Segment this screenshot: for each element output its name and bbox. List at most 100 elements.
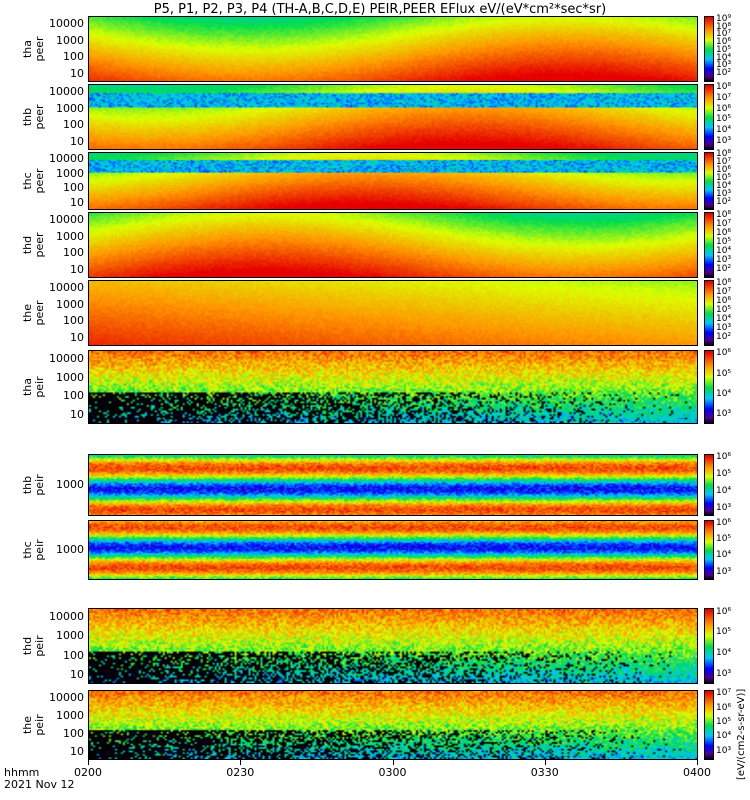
colorbar-tick-label: 10⁷ xyxy=(716,286,732,297)
colorbar xyxy=(704,350,714,424)
colorbar-tick-label: 10⁵ xyxy=(716,534,732,544)
spectrogram-image xyxy=(89,351,697,423)
colorbar-gradient xyxy=(705,281,713,345)
y-tick-label: 1000 xyxy=(56,478,84,491)
colorbar-gradient xyxy=(705,609,713,683)
y-tick-label: 100 xyxy=(63,181,84,195)
colorbar-tick-label: 10⁸ xyxy=(716,209,732,220)
y-tick-label: 10000 xyxy=(49,212,84,226)
y-tick-label: 10 xyxy=(70,744,84,758)
y-tick-label: 10000 xyxy=(49,84,84,98)
colorbar-tick-label: 10⁷ xyxy=(716,157,732,168)
y-tick-label: 10 xyxy=(70,667,84,681)
y-tick-label: 100 xyxy=(63,648,84,662)
colorbar-tick-label: 10⁵ xyxy=(716,468,732,479)
colorbar-tick-label: 10² xyxy=(716,68,732,79)
colorbar-tick-label: 10⁵ xyxy=(716,627,732,638)
y-tick-label: 10000 xyxy=(49,351,84,365)
y-tick-label: 10000 xyxy=(49,691,84,705)
spectrogram-panel-thc-peir xyxy=(88,520,698,580)
spectrogram-image xyxy=(89,455,697,515)
spectrogram-panel-the-peir xyxy=(88,690,698,760)
colorbar-tick-label: 10⁶ xyxy=(716,165,732,176)
colorbar-tick-label: 10⁷ xyxy=(716,29,732,40)
y-tick-label: 10 xyxy=(70,331,84,345)
x-axis-date: 2021 Nov 12 xyxy=(4,778,75,791)
spectrogram-image xyxy=(89,85,697,149)
colorbar-tick-label: 10⁵ xyxy=(716,44,732,55)
spectrogram-image xyxy=(89,213,697,277)
colorbar-tick-label: 10³ xyxy=(716,566,732,577)
colorbar-tick-label: 10³ xyxy=(716,502,732,513)
colorbar-gradient xyxy=(705,85,713,149)
y-tick-label: 10 xyxy=(70,263,84,277)
colorbar-tick-label: 10⁹ xyxy=(716,13,732,24)
y-tick-label: 1000 xyxy=(56,33,84,47)
x-tick-mark xyxy=(544,760,546,765)
x-tick-mark xyxy=(240,760,242,765)
colorbar-tick-label: 10⁶ xyxy=(716,296,732,306)
colorbar-tick-label: 10⁴ xyxy=(716,388,732,399)
y-tick-label: 10 xyxy=(70,135,84,149)
colorbar-gradient xyxy=(705,213,713,277)
colorbar-tick-label: 10³ xyxy=(716,60,732,71)
colorbar-gradient xyxy=(705,455,713,515)
colorbar-tick-label: 10³ xyxy=(716,668,732,679)
colorbar-tick-label: 10⁸ xyxy=(716,21,732,32)
colorbar xyxy=(704,454,714,516)
spectrogram-image xyxy=(89,609,697,683)
colorbar xyxy=(704,152,714,210)
y-tick-label: 100 xyxy=(63,118,84,132)
colorbar-tick-label: 10³ xyxy=(716,189,732,200)
spectrogram-panel-tha-peer xyxy=(88,16,698,82)
y-tick-label: 1000 xyxy=(56,543,84,556)
colorbar xyxy=(704,690,714,760)
y-tick-label: 1000 xyxy=(56,709,84,723)
colorbar-tick-label: 10⁵ xyxy=(716,305,732,316)
colorbar-tick-label: 10⁴ xyxy=(716,485,732,496)
x-tick-label: 0230 xyxy=(226,766,255,779)
spectrogram-panel-thd-peir xyxy=(88,608,698,684)
colorbar-tick-label: 10⁵ xyxy=(716,237,732,248)
colorbar-tick-label: 10⁶ xyxy=(716,228,732,238)
colorbar-tick-label: 10⁴ xyxy=(716,181,732,192)
colorbar-tick-label: 10⁶ xyxy=(716,702,732,713)
spectrogram-image xyxy=(89,281,697,345)
colorbar-tick-label: 10³ xyxy=(716,255,732,266)
colorbar-tick-label: 10⁷ xyxy=(716,92,732,103)
spectrogram-panel-thb-peir xyxy=(88,454,698,516)
x-tick-label: 0400 xyxy=(683,766,711,779)
spectrogram-panel-thb-peer xyxy=(88,84,698,150)
colorbar-gradient xyxy=(705,691,713,759)
y-tick-label: 10000 xyxy=(49,610,84,624)
y-tick-label: 1000 xyxy=(56,166,84,180)
colorbar-tick-label: 10⁶ xyxy=(716,451,732,462)
colorbar-tick-label: 10⁵ xyxy=(716,716,732,727)
colorbar-tick-label: 10⁷ xyxy=(716,218,732,229)
y-tick-label: 10 xyxy=(70,67,84,81)
y-tick-label: 10 xyxy=(70,196,84,210)
y-tick-label: 10000 xyxy=(49,16,84,30)
spectrogram-panel-thd-peer xyxy=(88,212,698,278)
x-tick-label: 0300 xyxy=(378,766,407,779)
colorbar-tick-label: 10⁴ xyxy=(716,246,732,257)
y-tick-label: 1000 xyxy=(56,629,84,643)
spectrogram-panel-the-peer xyxy=(88,280,698,346)
spectrogram-panel-thc-peer xyxy=(88,152,698,210)
colorbar xyxy=(704,520,714,580)
colorbar-tick-label: 10³ xyxy=(716,409,732,420)
spectrogram-image xyxy=(89,153,697,209)
y-tick-label: 100 xyxy=(63,246,84,260)
colorbar-tick-label: 10³ xyxy=(716,136,732,147)
colorbar-tick-label: 10² xyxy=(716,197,732,208)
spectrogram-image xyxy=(89,691,697,759)
colorbar-gradient xyxy=(705,521,713,579)
spectrogram-panel-tha-peir xyxy=(88,350,698,424)
colorbar-tick-label: 10⁴ xyxy=(716,125,732,136)
y-tick-label: 10 xyxy=(70,408,84,422)
colorbar-gradient xyxy=(705,153,713,209)
colorbar xyxy=(704,212,714,278)
colorbar-tick-label: 10⁵ xyxy=(716,114,732,125)
colorbar-tick-label: 10⁶ xyxy=(716,606,732,617)
colorbar-tick-label: 10⁴ xyxy=(716,550,732,561)
